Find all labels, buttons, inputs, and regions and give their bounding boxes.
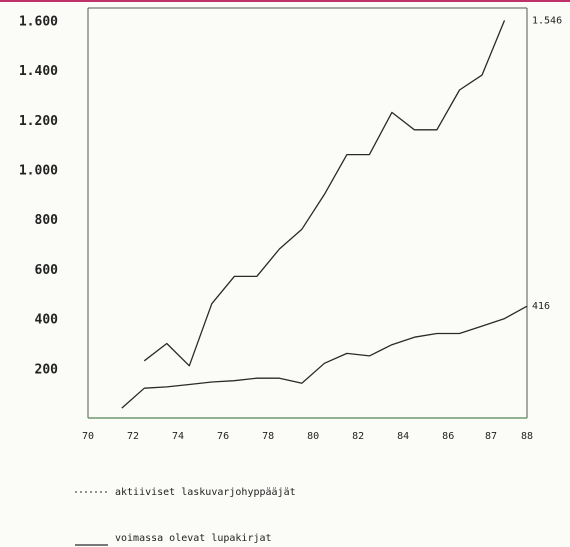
y-tick-label: 1.200 bbox=[19, 114, 58, 129]
legend-label-2: voimassa olevat lupakirjat bbox=[115, 533, 272, 544]
legend-label-1: aktiiviset laskuvarjohyppääjät bbox=[115, 487, 296, 498]
y-tick-label: 400 bbox=[35, 313, 59, 328]
x-axis-ticks: 70 72 74 76 78 80 82 84 86 87 88 bbox=[82, 431, 533, 442]
y-tick-label: 200 bbox=[35, 362, 59, 377]
y-tick-label: 800 bbox=[35, 213, 59, 228]
series-end-label-2: 1.546 bbox=[532, 15, 562, 26]
x-tick-label: 84 bbox=[397, 431, 409, 442]
y-tick-label: 600 bbox=[35, 263, 59, 278]
top-border bbox=[0, 0, 570, 2]
x-tick-label: 88 bbox=[521, 431, 533, 442]
series-line-2 bbox=[143, 20, 506, 367]
series-lines bbox=[121, 20, 528, 409]
series-end-label-1: 416 bbox=[532, 301, 550, 312]
x-tick-label: 72 bbox=[127, 431, 139, 442]
plot-frame bbox=[87, 7, 528, 419]
x-tick-label: 82 bbox=[352, 431, 364, 442]
x-tick-label: 80 bbox=[307, 431, 319, 442]
y-tick-label: 1.600 bbox=[19, 14, 58, 29]
x-tick-label: 76 bbox=[217, 431, 229, 442]
y-tick-label: 1.000 bbox=[19, 164, 58, 179]
x-tick-label: 74 bbox=[172, 431, 184, 442]
series-line-1 bbox=[121, 305, 528, 409]
y-axis-ticks: 200 400 600 800 1.000 1.200 1.400 1.600 bbox=[19, 14, 58, 377]
y-tick-label: 1.400 bbox=[19, 64, 58, 79]
x-tick-label: 86 bbox=[442, 431, 454, 442]
legend: aktiiviset laskuvarjohyppääjät voimassa o… bbox=[75, 487, 296, 546]
x-tick-label: 70 bbox=[82, 431, 94, 442]
x-tick-label: 78 bbox=[262, 431, 274, 442]
x-tick-label: 87 bbox=[485, 431, 497, 442]
end-labels: 416 1.546 bbox=[532, 15, 562, 312]
